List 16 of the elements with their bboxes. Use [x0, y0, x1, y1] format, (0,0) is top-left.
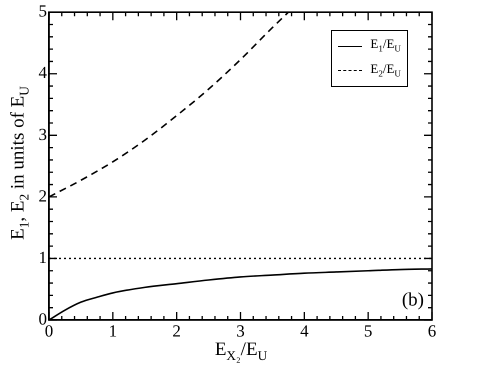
x-tick-label: 5: [364, 322, 372, 341]
legend-label: E$_{2}$/E$_{U}$: [370, 60, 401, 80]
y-tick-label: 2: [38, 186, 47, 206]
y-tick-label: 5: [38, 2, 47, 21]
legend-label: E$_{1}$/E$_{U}$: [370, 35, 401, 56]
x-tick-label: 4: [300, 322, 310, 341]
y-tick-label: 0: [38, 309, 47, 328]
y-tick-label: 3: [38, 124, 47, 144]
annotation: (b): [402, 289, 424, 310]
y-tick-label: 1: [38, 248, 47, 267]
y-tick-label: 4: [38, 63, 48, 82]
x-axis-title: E$_{X₂}$/E$_{U}$: [214, 339, 268, 364]
x-tick-label: 1: [108, 322, 118, 341]
x-tick-label: 6: [428, 322, 436, 341]
x-tick-label: 2: [172, 322, 181, 341]
x-tick-label: 3: [236, 322, 245, 341]
